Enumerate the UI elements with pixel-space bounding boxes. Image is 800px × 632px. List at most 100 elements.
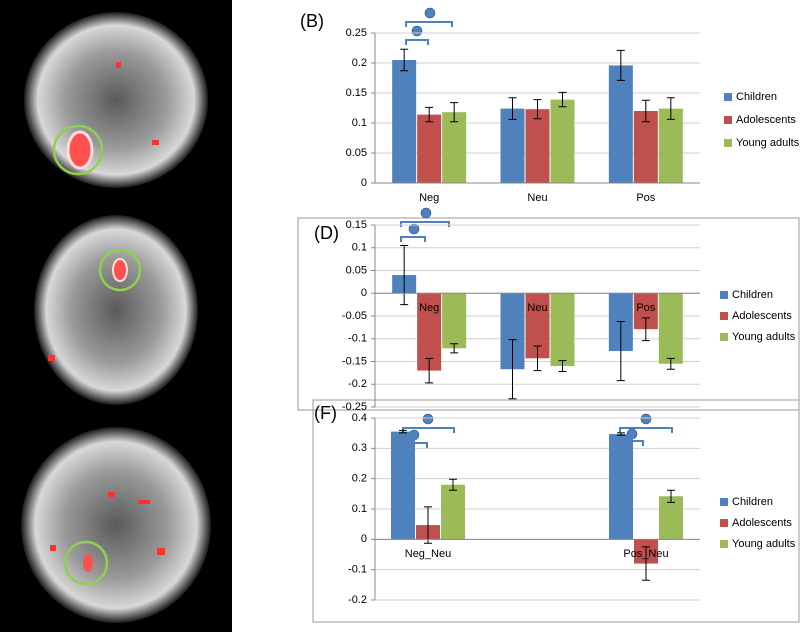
error-bar bbox=[666, 357, 675, 370]
error-bar bbox=[616, 49, 625, 81]
x-tick-label: Neg bbox=[419, 192, 439, 204]
y-tick-label: -0.2 bbox=[348, 378, 367, 390]
legend-swatch bbox=[724, 139, 732, 147]
legend-swatch bbox=[720, 291, 728, 299]
x-tick-label: Neu bbox=[527, 302, 547, 314]
y-tick-label: 0.15 bbox=[346, 87, 367, 99]
legend-label: Adolescents bbox=[736, 114, 796, 126]
activation bbox=[66, 130, 94, 170]
error-bar bbox=[558, 91, 567, 108]
bar bbox=[658, 108, 683, 183]
y-tick-label: 0.2 bbox=[352, 57, 367, 69]
activation bbox=[112, 258, 128, 282]
error-bar bbox=[425, 106, 434, 123]
legend-label: Young adults bbox=[732, 331, 796, 343]
bar bbox=[608, 65, 633, 183]
chart-border bbox=[297, 217, 800, 411]
legend-swatch bbox=[720, 519, 728, 527]
chart: (D) -0.25 -0.2 -0.15 -0.1 -0.05 0 0.05 0.1 0.15 Ne… bbox=[314, 219, 796, 413]
legend-swatch bbox=[724, 116, 732, 124]
bar bbox=[525, 109, 550, 183]
error-bar bbox=[666, 97, 675, 120]
activation bbox=[157, 548, 165, 555]
bar bbox=[417, 114, 442, 183]
error-bar bbox=[508, 97, 517, 120]
error-bar bbox=[450, 102, 459, 123]
bar bbox=[633, 111, 658, 183]
error-bar bbox=[533, 345, 542, 372]
legend-swatch bbox=[720, 540, 728, 548]
error-bar bbox=[425, 357, 434, 384]
error-bar bbox=[642, 546, 650, 581]
activation bbox=[116, 62, 121, 68]
activation bbox=[83, 554, 93, 572]
legend-label: Children bbox=[732, 289, 773, 301]
legend-swatch bbox=[720, 333, 728, 341]
error-bar bbox=[558, 360, 567, 373]
activation bbox=[108, 492, 115, 497]
activation bbox=[48, 355, 55, 361]
error-bar bbox=[617, 432, 625, 436]
star bbox=[422, 413, 434, 425]
y-tick-label: -0.15 bbox=[342, 355, 367, 367]
bracket bbox=[405, 21, 453, 45]
chart-title: (B) bbox=[300, 11, 324, 31]
star bbox=[411, 25, 423, 37]
error-bar bbox=[641, 99, 650, 123]
legend-label: Children bbox=[732, 496, 773, 508]
star bbox=[408, 223, 420, 235]
brain-slice bbox=[24, 12, 208, 188]
y-tick-label: -0.1 bbox=[348, 564, 367, 576]
star bbox=[420, 207, 432, 219]
legend-swatch bbox=[720, 312, 728, 320]
y-tick-label: 0.1 bbox=[352, 503, 367, 515]
x-tick-label: Neg bbox=[419, 302, 439, 314]
y-tick-label: -0.25 bbox=[342, 401, 367, 413]
legend-label: Young adults bbox=[732, 538, 796, 550]
bar bbox=[392, 60, 417, 183]
error-bar bbox=[400, 244, 409, 306]
legend-label: Adolescents bbox=[732, 517, 792, 529]
brain-slice bbox=[34, 215, 198, 405]
error-bar bbox=[424, 506, 432, 544]
y-tick-label: 0.25 bbox=[346, 27, 367, 39]
y-tick-label: 0.15 bbox=[346, 219, 367, 231]
bar bbox=[658, 293, 683, 364]
bar bbox=[500, 108, 525, 183]
legend-swatch bbox=[724, 93, 732, 101]
chart: (F) -0.2 -0.1 0 0.1 0.2 0.3 0.4 Neg_Neu Pos_Neu Ch… bbox=[314, 403, 796, 606]
bar bbox=[550, 293, 575, 367]
chart-title: (F) bbox=[314, 403, 337, 423]
activation bbox=[138, 500, 150, 504]
error-bar bbox=[616, 320, 625, 382]
y-tick-label: 0.1 bbox=[352, 242, 367, 254]
legend-label: Young adults bbox=[736, 137, 800, 149]
y-tick-label: 0.05 bbox=[346, 264, 367, 276]
y-tick-label: 0.2 bbox=[352, 473, 367, 485]
legend-label: Children bbox=[736, 91, 777, 103]
x-tick-label: Pos_Neu bbox=[623, 548, 668, 560]
activation bbox=[50, 545, 56, 551]
y-tick-label: 0 bbox=[361, 287, 367, 299]
roi-circle bbox=[98, 248, 142, 292]
y-tick-label: 0.3 bbox=[352, 442, 367, 454]
error-bar bbox=[667, 489, 675, 503]
y-tick-label: -0.05 bbox=[342, 310, 367, 322]
error-bar bbox=[450, 343, 459, 354]
error-bar bbox=[399, 429, 407, 434]
legend-label: Adolescents bbox=[732, 310, 792, 322]
error-bar bbox=[449, 478, 457, 491]
brain-panel bbox=[0, 0, 232, 632]
y-tick-label: 0.05 bbox=[346, 147, 367, 159]
x-tick-label: Neg_Neu bbox=[405, 548, 451, 560]
x-tick-label: Neu bbox=[527, 192, 547, 204]
star bbox=[424, 7, 436, 19]
error-bar bbox=[641, 317, 650, 342]
chart-border bbox=[312, 399, 800, 623]
error-bar bbox=[533, 99, 542, 120]
activation bbox=[152, 140, 159, 145]
y-tick-label: -0.1 bbox=[348, 333, 367, 345]
y-tick-label: 0 bbox=[361, 533, 367, 545]
bar bbox=[442, 112, 467, 183]
